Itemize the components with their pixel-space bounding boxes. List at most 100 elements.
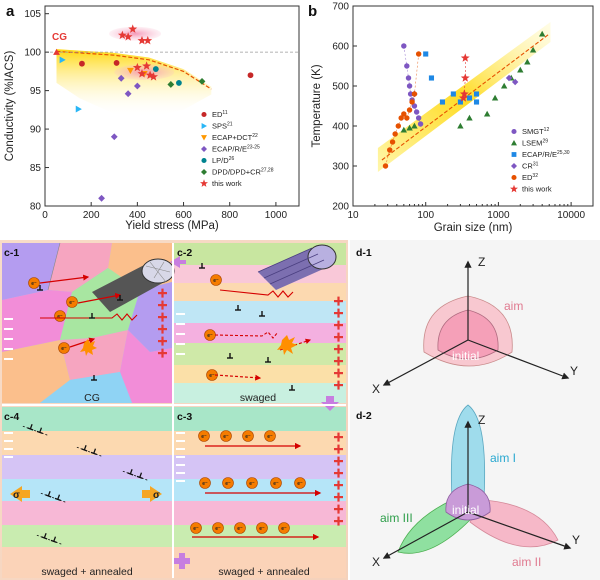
point-this-work [132,62,142,72]
dislocation-stem [43,533,47,539]
d1-x-label: X [372,382,380,396]
dislocation [199,263,205,269]
electron-ball [234,522,246,534]
electron-label: e⁻ [215,526,221,532]
dislocation-stem [47,491,51,497]
glide-plane [76,446,104,458]
y-tick-label: 80 [30,202,42,213]
minus-charge [176,448,185,450]
point-ed [409,99,415,105]
plus-charge [337,296,340,306]
panel-a-x-axis-label: Yield stress (MPa) [125,220,219,232]
point-ecap-r-e [117,74,125,82]
point-cg [53,48,60,55]
c4-sigma-left: σ [13,490,20,501]
panel-b-data-marks [382,30,546,169]
legend-label: ED11 [212,110,228,119]
y-tick-label: 300 [332,162,349,173]
panel-c: e⁻ e⁻ e⁻ e⁻ e⁻ e⁻ e⁻ e⁻ e⁻ e⁻ e⁻ e⁻ e⁻ e⁻ e⁻ e⁻ e⁻ e⁻ e⁻ e⁻… [0,240,348,580]
d1-y-label: Y [570,364,578,378]
c4-footer: swaged + annealed [41,566,133,578]
point-this-work [128,24,138,33]
point-this-work [459,89,469,98]
point-ed [387,147,393,153]
point-lsem [529,46,537,53]
electron: e⁻ [278,522,290,534]
minus-charge [176,440,185,442]
plus-charge [337,308,340,318]
electron-label: e⁻ [259,526,265,532]
point-this-work [149,72,158,81]
point-lsem [411,122,418,129]
point-lsem [538,30,546,37]
legend-label: SPS21 [212,122,233,131]
c4-tag: c-4 [4,411,19,423]
point-ed [382,163,389,169]
x-tick-label: 600 [175,210,192,221]
electron: e⁻ [190,522,202,534]
panel-a-axis-ticks: 0 200 400 600 800 1000 80 85 90 95 100 105 [24,9,287,221]
c4-stress-arrows [10,486,162,502]
point-this-work [137,69,147,78]
minus-charge [176,472,185,474]
panel-a-y-axis-label: Conductivity (%IACS) [4,51,16,162]
electron-label: e⁻ [249,481,255,487]
point-ecap-r-e [98,194,105,202]
glide-plane [36,534,64,546]
x-tick-label: 1000 [487,210,510,221]
point-smgt [413,109,420,115]
electron: e⁻ [234,522,246,534]
electron: e⁻ [246,477,258,489]
dislocation-stem [93,448,97,454]
legend-label: LSEM29 [522,139,548,148]
minus-charge [176,343,185,345]
point-ed [389,139,396,145]
electron: e⁻ [212,522,224,534]
c1-wire-cylinder [92,258,175,312]
x-tick-label: 0 [42,210,48,221]
point-ecap-r-e [473,91,480,97]
electron-ball [242,430,254,442]
point-this-work [143,35,153,45]
electron-paths [39,274,322,541]
dislocation-pair [36,533,64,546]
electron: e⁻ [222,477,234,489]
legend-label: ECAP+DCT22 [212,133,258,142]
y-tick-label: 105 [24,9,41,20]
point-smgt [415,115,422,121]
electron-label: e⁻ [31,281,37,287]
legend-marker [511,152,517,157]
c3-footer: swaged + annealed [218,566,310,578]
c1-footer: CG [84,392,100,404]
minus-charge [4,358,13,360]
d1-aim-label: aim [504,299,523,313]
panel-b-frame [352,5,594,207]
point-ecap-r-e [428,75,435,81]
plus-charge [337,432,340,442]
panel-a-frame [44,5,300,207]
panel-a-cg-label: CG [52,32,67,43]
panel-b-y-axis-label: Temperature (K) [311,64,323,147]
dislocation-pair [76,445,104,458]
legend-marker [201,135,207,141]
electron: e⁻ [264,430,276,442]
legend-marker [201,157,207,164]
point-ed [392,131,398,137]
dislocation-stem [57,494,61,500]
legend-label: this work [212,179,242,188]
point-smgt [404,63,410,69]
electron-ball [278,522,290,534]
d2-aim-1-label: aim I [490,451,516,465]
point-this-work [142,61,152,70]
dislocation-stem [29,424,33,430]
plus-charge [337,456,340,466]
flow-arrow-c1-c2 [170,256,186,268]
d2-y-label: Y [572,533,580,547]
point-cr [505,74,513,82]
electron-label: e⁻ [213,278,219,284]
charge-markers [4,288,343,526]
electron-label: e⁻ [237,526,243,532]
scatter-burst-icon [277,335,297,355]
c2-footer: swaged [240,392,276,404]
